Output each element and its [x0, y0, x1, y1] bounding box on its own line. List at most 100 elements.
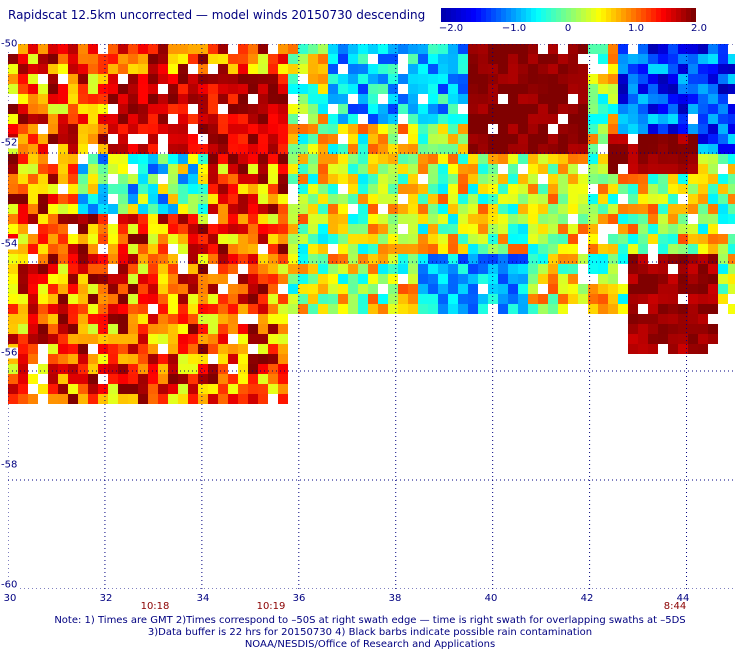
wind-cell: [128, 94, 138, 104]
wind-cell: [68, 334, 78, 344]
wind-cell: [248, 174, 258, 184]
wind-cell: [548, 244, 558, 254]
wind-cell: [358, 94, 368, 104]
wind-cell: [318, 234, 328, 244]
wind-cell: [218, 194, 228, 204]
wind-cell: [658, 134, 668, 144]
wind-cell: [208, 44, 218, 54]
wind-cell: [228, 214, 238, 224]
wind-cell: [108, 354, 118, 364]
wind-cell: [638, 334, 648, 344]
wind-cell: [598, 194, 608, 204]
wind-cell: [528, 64, 538, 74]
wind-cell: [248, 284, 258, 294]
wind-cell: [218, 204, 228, 214]
wind-cell: [318, 194, 328, 204]
wind-cell: [498, 294, 508, 304]
wind-cell: [248, 274, 258, 284]
wind-cell: [698, 254, 708, 264]
wind-cell: [288, 134, 298, 144]
wind-cell: [468, 304, 478, 314]
wind-cell: [508, 184, 518, 194]
wind-cell: [558, 294, 568, 304]
wind-cell: [398, 154, 408, 164]
wind-cell: [708, 174, 718, 184]
wind-cell: [98, 204, 108, 214]
wind-cell: [8, 204, 18, 214]
wind-cell: [28, 324, 38, 334]
wind-cell: [258, 344, 268, 354]
wind-cell: [318, 254, 328, 264]
wind-cell: [118, 314, 128, 324]
wind-cell: [138, 294, 148, 304]
wind-cell: [678, 184, 688, 194]
wind-cell: [508, 164, 518, 174]
wind-cell: [148, 234, 158, 244]
wind-cell: [298, 154, 308, 164]
wind-cell: [628, 104, 638, 114]
wind-cell: [88, 314, 98, 324]
wind-cell: [608, 104, 618, 114]
wind-cell: [158, 284, 168, 294]
lon-label-38: 38: [388, 593, 402, 604]
wind-cell: [558, 94, 568, 104]
wind-cell: [188, 224, 198, 234]
wind-cell: [568, 154, 578, 164]
wind-cell: [138, 44, 148, 54]
wind-cell: [248, 154, 258, 164]
wind-cell: [48, 364, 58, 374]
wind-cell: [178, 94, 188, 104]
wind-cell: [658, 244, 668, 254]
wind-cell: [668, 324, 678, 334]
wind-cell: [8, 384, 18, 394]
wind-cell: [718, 114, 728, 124]
wind-cell: [648, 204, 658, 214]
wind-cell: [318, 304, 328, 314]
wind-cell: [198, 284, 208, 294]
wind-cell: [228, 64, 238, 74]
wind-cell: [178, 324, 188, 334]
wind-cell: [268, 294, 278, 304]
wind-cell: [298, 54, 308, 64]
wind-cell: [228, 244, 238, 254]
wind-cell: [518, 64, 528, 74]
wind-cell: [258, 274, 268, 284]
wind-cell: [618, 94, 628, 104]
wind-cell: [678, 274, 688, 284]
wind-cell: [538, 264, 548, 274]
wind-cell: [608, 154, 618, 164]
wind-cell: [448, 134, 458, 144]
wind-cell: [278, 214, 288, 224]
wind-cell: [68, 74, 78, 84]
wind-cell: [478, 74, 488, 84]
wind-cell: [288, 204, 298, 214]
wind-cell: [618, 234, 628, 244]
wind-cell: [378, 274, 388, 284]
wind-cell: [578, 44, 588, 54]
wind-cell: [418, 104, 428, 114]
wind-cell: [208, 254, 218, 264]
wind-cell: [358, 144, 368, 154]
wind-cell: [88, 374, 98, 384]
wind-cell: [168, 234, 178, 244]
wind-cell: [28, 54, 38, 64]
wind-cell: [408, 264, 418, 274]
wind-cell: [58, 174, 68, 184]
wind-cell: [408, 174, 418, 184]
wind-cell: [668, 314, 678, 324]
wind-cell: [548, 174, 558, 184]
wind-cell: [258, 234, 268, 244]
wind-cell: [48, 124, 58, 134]
wind-cell: [208, 164, 218, 174]
lat-label-58: -58: [0, 459, 19, 471]
wind-cell: [218, 64, 228, 74]
wind-cell: [148, 194, 158, 204]
wind-cell: [348, 134, 358, 144]
wind-cell: [168, 274, 178, 284]
wind-cell: [28, 394, 38, 404]
wind-cell: [468, 44, 478, 54]
wind-cell: [638, 174, 648, 184]
wind-cell: [698, 274, 708, 284]
wind-cell: [618, 74, 628, 84]
wind-cell: [108, 144, 118, 154]
